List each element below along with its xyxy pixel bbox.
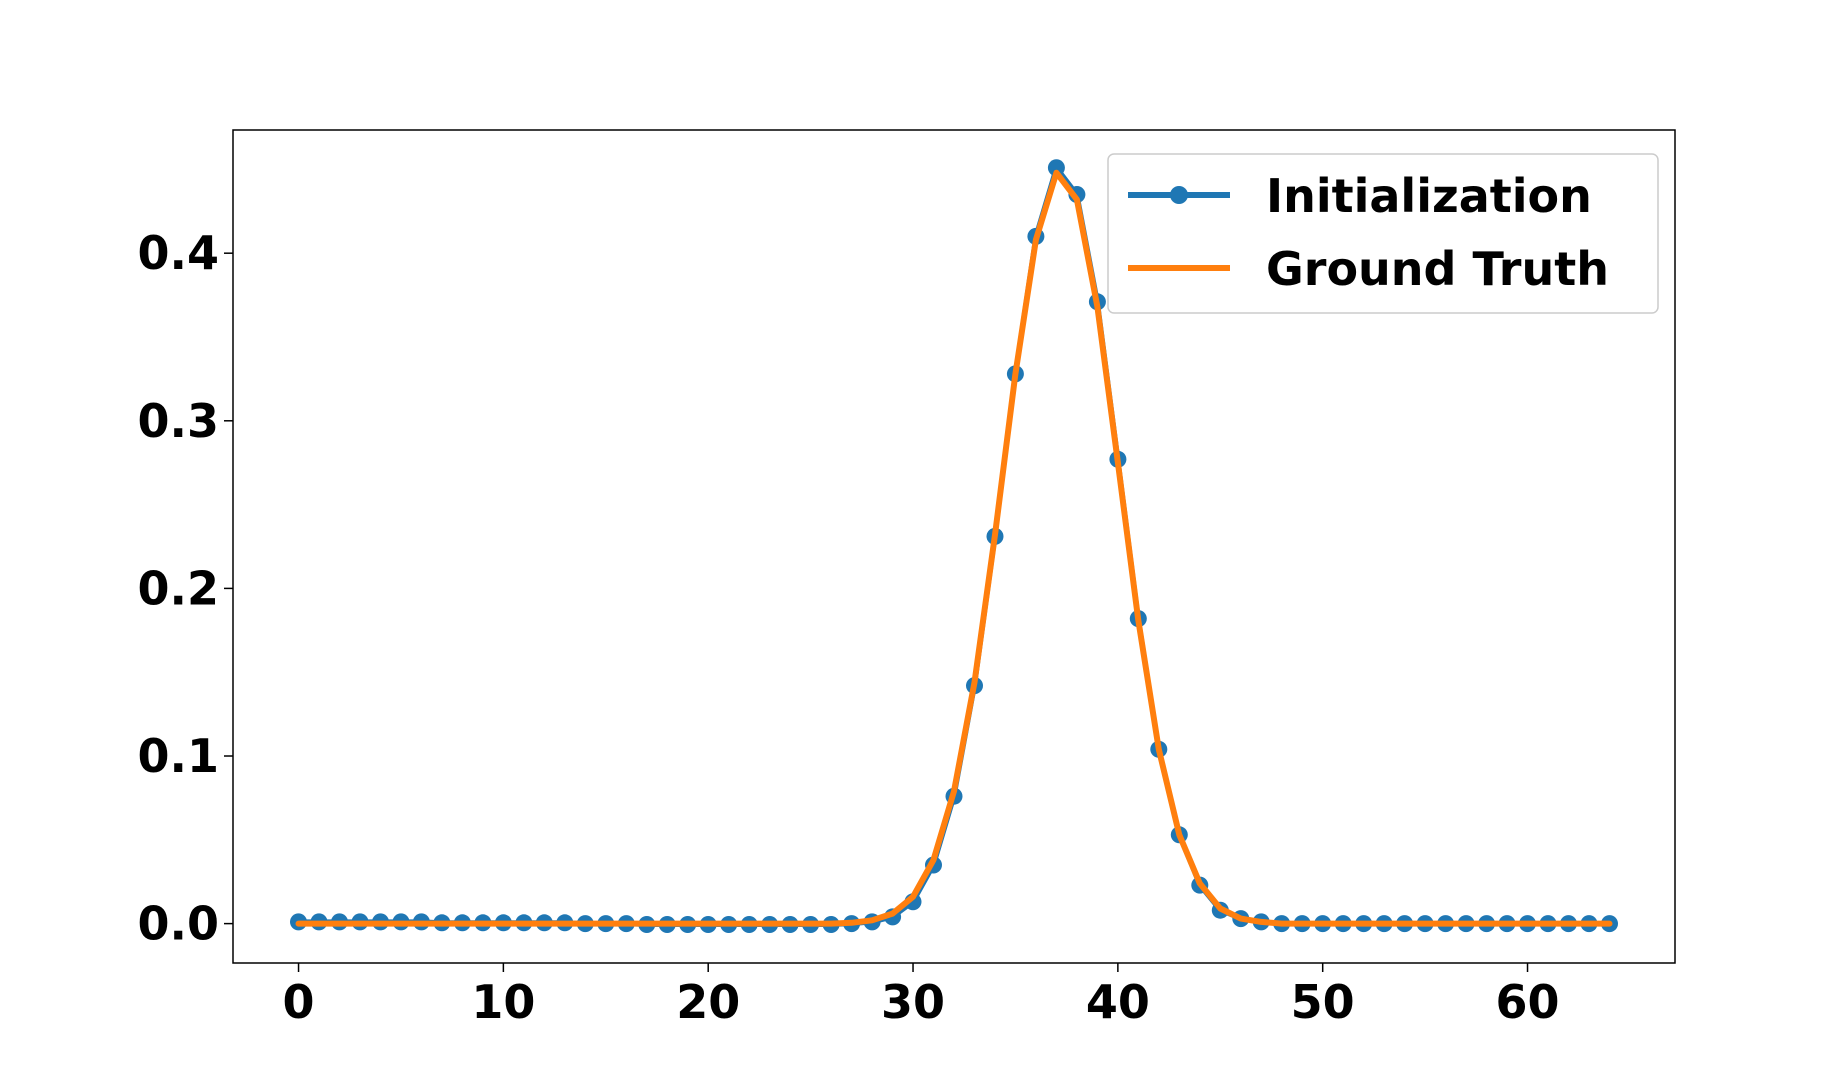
series-line-ground-truth — [295, 169, 1613, 927]
series-group — [290, 159, 1618, 933]
legend: Initialization Ground Truth — [1107, 153, 1659, 314]
y-tick-label-3: 0.3 — [138, 394, 220, 448]
x-tick-label-50: 50 — [1291, 975, 1355, 1029]
y-tick-label-2: 0.2 — [138, 561, 220, 615]
plot-frame — [232, 129, 1676, 964]
x-tick-label-10: 10 — [471, 975, 535, 1029]
x-tick-label-60: 60 — [1496, 975, 1560, 1029]
legend-label-initialization: Initialization — [1266, 169, 1592, 223]
axes: 0 10 20 30 40 50 60 0.0 0.1 0.2 0.3 0.4 — [138, 129, 1676, 1029]
y-tick-label-1: 0.1 — [138, 729, 220, 783]
y-tick-label-0: 0.0 — [138, 897, 220, 951]
data-point-initialization-37 — [1047, 159, 1065, 177]
x-tick-label-0: 0 — [283, 975, 315, 1029]
legend-marker-initialization — [1170, 186, 1188, 204]
legend-box — [1107, 153, 1659, 314]
x-tick-label-40: 40 — [1086, 975, 1150, 1029]
plot-area — [290, 159, 1618, 933]
legend-label-ground-truth: Ground Truth — [1266, 242, 1609, 296]
y-tick-label-4: 0.4 — [138, 226, 220, 280]
x-tick-label-30: 30 — [881, 975, 945, 1029]
x-tick-label-20: 20 — [676, 975, 740, 1029]
